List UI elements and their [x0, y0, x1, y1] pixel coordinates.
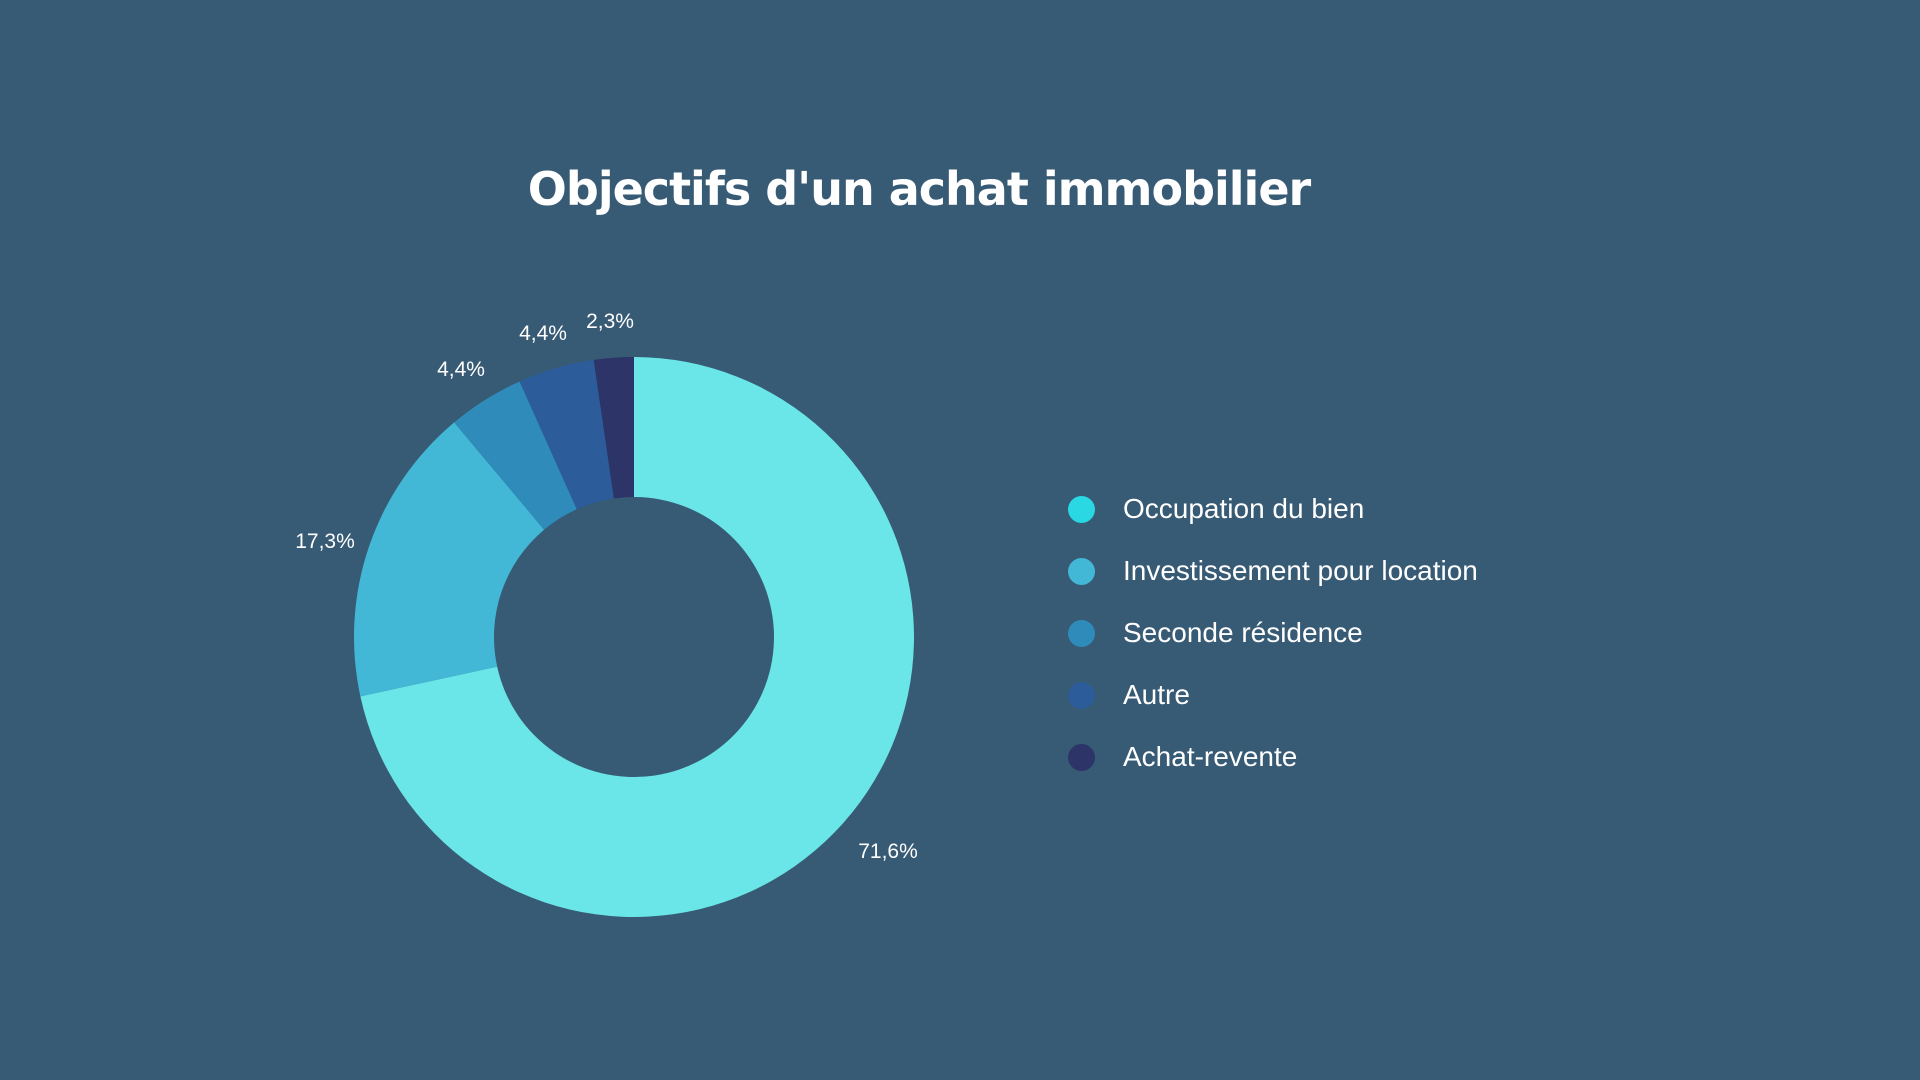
slice-label-2: 17,3%	[295, 530, 355, 553]
legend-item[interactable]: Occupation du bien	[1068, 478, 1478, 540]
slice-label-3: 4,4%	[437, 358, 485, 381]
legend-label: Investissement pour location	[1123, 555, 1478, 586]
slice-labels: 71,6% 17,3% 4,4% 4,4% 2,3%	[295, 310, 918, 863]
donut-slice-4[interactable]	[519, 359, 614, 510]
legend-label: Achat-revente	[1123, 741, 1298, 772]
legend-swatch-icon	[1068, 743, 1095, 771]
donut-slice-5[interactable]	[593, 357, 634, 499]
legend-item[interactable]: Seconde résidence	[1068, 602, 1478, 664]
donut-slice-2[interactable]	[354, 422, 545, 697]
donut-slice-1[interactable]	[360, 357, 914, 917]
chart-legend: Occupation du bien Investissement pour lo…	[1068, 478, 1478, 788]
donut-slice-3[interactable]	[454, 381, 577, 530]
legend-swatch-icon	[1068, 495, 1095, 523]
slice-label-1: 71,6%	[858, 840, 918, 863]
legend-swatch-icon	[1068, 681, 1095, 709]
legend-item[interactable]: Investissement pour location	[1068, 540, 1478, 602]
legend-label: Autre	[1123, 679, 1190, 710]
legend-label: Occupation du bien	[1123, 493, 1365, 524]
donut-slices	[354, 357, 914, 917]
legend-swatch-icon	[1068, 619, 1095, 647]
chart-title: Objectifs d'un achat immobilier	[527, 162, 1311, 216]
slice-label-4: 4,4%	[519, 322, 567, 345]
legend-swatch-icon	[1068, 557, 1095, 585]
legend-label: Seconde résidence	[1123, 617, 1363, 648]
legend-item[interactable]: Achat-revente	[1068, 726, 1478, 788]
slice-label-5: 2,3%	[586, 310, 634, 333]
legend-item[interactable]: Autre	[1068, 664, 1478, 726]
